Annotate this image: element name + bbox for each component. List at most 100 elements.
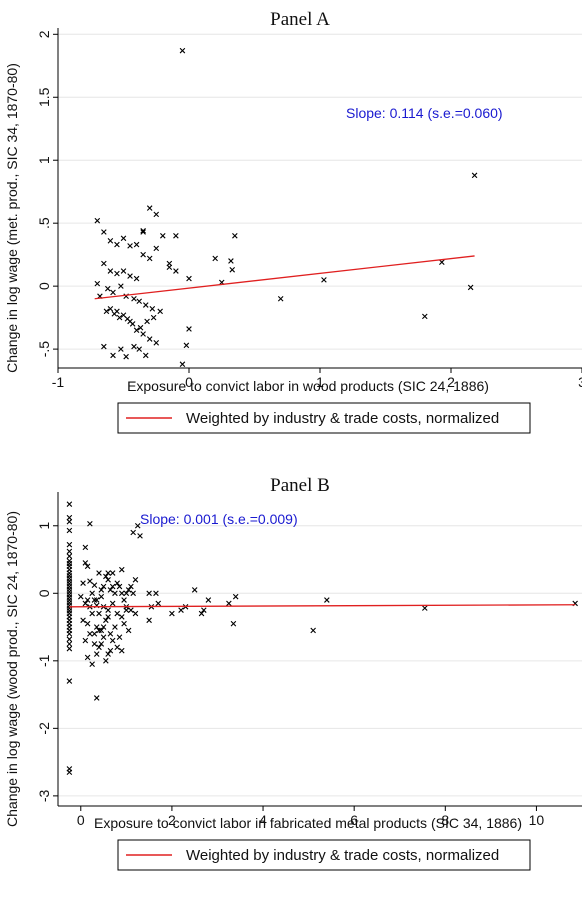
data-point: [155, 600, 162, 607]
data-point: [100, 634, 107, 640]
data-point: [82, 544, 89, 551]
data-point: [146, 255, 153, 262]
data-point: [120, 312, 127, 318]
data-point: [101, 229, 107, 235]
data-point: [105, 576, 111, 583]
data-point: [133, 241, 140, 248]
data-point: [66, 514, 73, 521]
data-point: [91, 582, 98, 588]
data-point: [132, 610, 139, 617]
data-point: [130, 590, 136, 597]
data-point: [118, 346, 124, 352]
data-point: [134, 522, 141, 529]
panel-title: Panel A: [270, 9, 330, 30]
data-point: [146, 336, 153, 342]
data-point: [321, 277, 327, 283]
data-point: [93, 695, 100, 701]
data-point: [80, 580, 86, 586]
data-point: [119, 614, 125, 620]
data-point: [103, 658, 109, 664]
data-point: [114, 580, 121, 586]
data-point: [136, 298, 143, 305]
data-point: [98, 587, 105, 593]
data-point: [66, 548, 73, 555]
data-point: [228, 258, 234, 264]
data-point: [96, 610, 102, 617]
data-point: [201, 607, 207, 613]
data-point: [198, 610, 205, 617]
data-point: [98, 593, 105, 600]
data-point: [140, 331, 146, 337]
data-point: [82, 600, 89, 607]
data-point: [128, 607, 134, 613]
data-point: [142, 302, 149, 308]
data-point: [107, 306, 114, 312]
data-point: [153, 211, 160, 218]
y-axis-label: Change in log wage (wood prod., SIC 24, …: [4, 511, 20, 827]
data-point: [66, 501, 73, 507]
data-point: [123, 353, 129, 360]
slope-annotation: Slope: 0.114 (s.e.=0.060): [346, 105, 503, 121]
data-point: [118, 283, 124, 289]
data-point: [149, 306, 156, 312]
data-point: [105, 607, 111, 613]
y-tick-label: -1: [36, 654, 52, 667]
x-tick-label: 2: [168, 812, 176, 828]
data-point: [191, 587, 198, 593]
data-point: [94, 280, 101, 287]
data-point: [150, 314, 157, 321]
data-point: [123, 590, 130, 597]
x-tick-label: 0: [77, 812, 85, 828]
data-point: [132, 576, 139, 583]
data-point: [107, 268, 114, 274]
data-point: [183, 342, 190, 349]
data-point: [84, 654, 91, 661]
legend-box: [117, 839, 531, 871]
fit-line: [69, 604, 576, 608]
data-point: [173, 268, 179, 274]
slope-annotation: Slope: 0.001 (s.e.=0.009): [140, 511, 298, 527]
data-point: [144, 318, 150, 325]
data-point: [131, 295, 137, 302]
data-point: [107, 238, 114, 244]
x-tick-label: 1: [316, 374, 324, 390]
data-point: [93, 624, 100, 630]
y-tick-label: 1: [36, 522, 52, 530]
legend-box: [117, 402, 531, 434]
data-point: [84, 563, 91, 570]
data-point: [232, 593, 239, 600]
data-point: [91, 597, 98, 603]
x-tick-label: 6: [350, 812, 358, 828]
data-point: [66, 636, 73, 642]
data-point: [131, 343, 137, 350]
data-point: [136, 346, 143, 352]
data-point: [205, 597, 212, 603]
panel-frame: [0, 0, 582, 440]
data-point: [277, 295, 284, 302]
data-point: [114, 270, 120, 277]
data-point: [66, 641, 73, 647]
data-point: [91, 631, 98, 637]
data-point: [103, 617, 109, 624]
data-point: [146, 590, 152, 597]
data-point: [146, 617, 152, 624]
data-point: [104, 285, 111, 292]
data-point: [105, 614, 111, 620]
data-point: [230, 620, 237, 627]
data-point: [114, 610, 121, 617]
data-point: [98, 641, 105, 647]
data-point: [146, 205, 153, 211]
data-point: [120, 235, 127, 242]
y-tick-label: 1: [36, 156, 52, 164]
data-point: [125, 627, 132, 634]
data-point: [324, 597, 330, 603]
data-point: [109, 570, 116, 576]
data-point: [66, 645, 73, 652]
panel-title: Panel B: [270, 475, 330, 496]
data-point: [66, 553, 73, 559]
data-point: [112, 590, 118, 597]
data-point: [119, 590, 125, 597]
data-point: [160, 232, 166, 239]
data-point: [77, 593, 84, 600]
data-point: [140, 227, 146, 234]
